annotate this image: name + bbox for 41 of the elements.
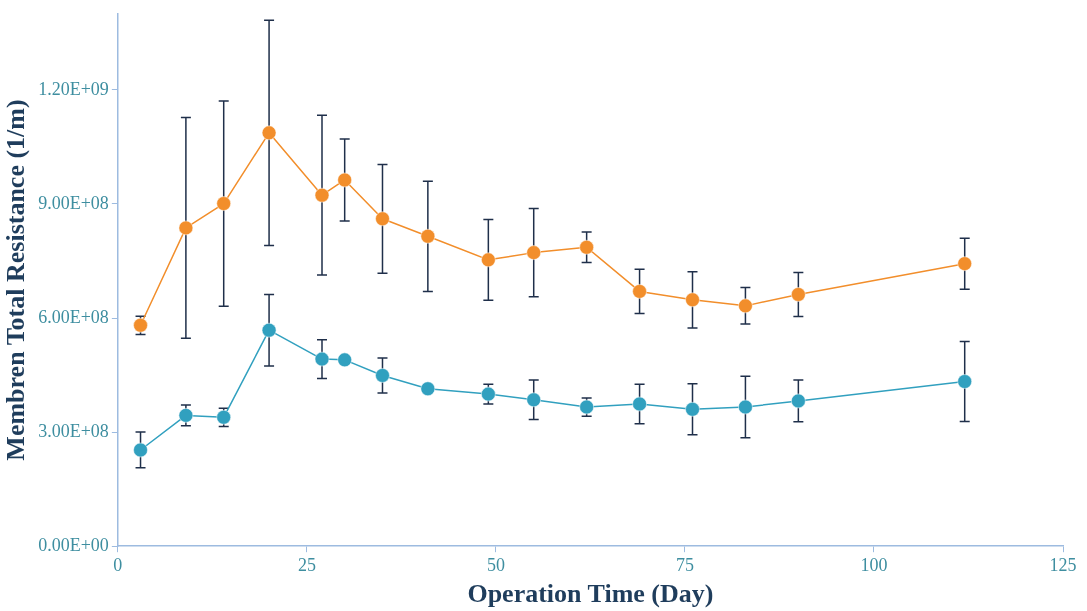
point <box>375 211 390 227</box>
y-tick-label: 1.20E+09 <box>38 78 109 99</box>
point <box>957 374 972 389</box>
point <box>337 352 352 368</box>
point <box>178 220 194 236</box>
x-tick-label: 75 <box>675 554 694 575</box>
point <box>632 396 647 412</box>
y-axis-title: Membren Total Resistance (1/m) <box>1 99 31 461</box>
point <box>337 172 352 188</box>
point <box>178 408 194 423</box>
y-tick-label: 6.00E+08 <box>38 306 109 327</box>
x-tick-label: 100 <box>860 554 888 575</box>
point <box>314 351 330 367</box>
point <box>133 442 148 458</box>
y-tick-label: 9.00E+08 <box>38 192 109 213</box>
point <box>420 229 436 244</box>
point <box>526 392 541 408</box>
point <box>791 287 806 302</box>
point <box>738 298 753 314</box>
point <box>957 256 972 271</box>
point <box>685 402 700 417</box>
point <box>216 196 231 211</box>
y-tick-label: 0.00E+00 <box>38 534 109 555</box>
x-tick-label: 50 <box>486 554 505 575</box>
x-axis-title: Operation Time (Day) <box>467 579 714 609</box>
x-tick-label: 125 <box>1049 554 1077 575</box>
point <box>375 368 390 383</box>
point <box>261 125 277 141</box>
y-tick-label: 3.00E+08 <box>38 420 109 441</box>
point <box>481 252 496 268</box>
point <box>420 381 436 397</box>
point <box>685 292 700 308</box>
point <box>579 240 594 255</box>
point <box>632 284 647 299</box>
point <box>738 399 753 415</box>
point <box>791 393 806 409</box>
x-tick-label: 25 <box>297 554 316 575</box>
x-tick-label: 0 <box>113 554 123 575</box>
point <box>526 245 541 260</box>
point <box>314 187 330 203</box>
point <box>261 322 277 338</box>
